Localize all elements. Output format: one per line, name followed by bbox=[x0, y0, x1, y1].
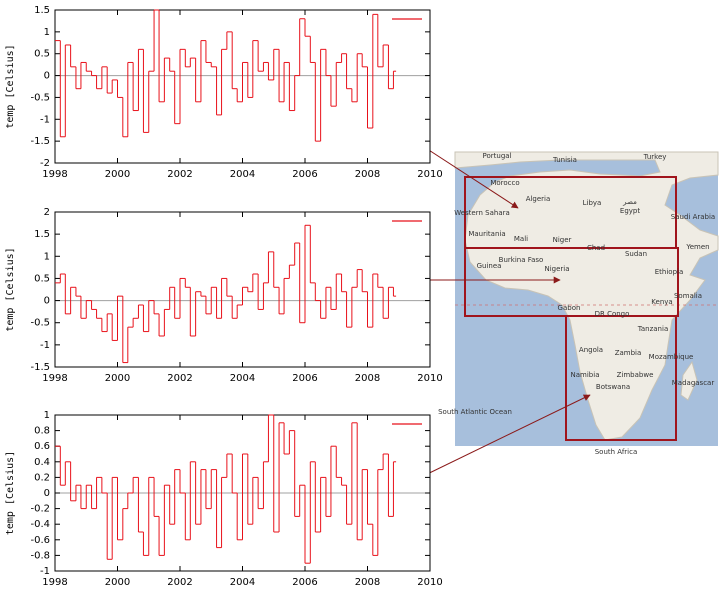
y-tick-label: -1.5 bbox=[30, 362, 50, 373]
map-label: Madagascar bbox=[672, 379, 715, 387]
x-tick-label: 2000 bbox=[105, 577, 130, 588]
x-tick-label: 2010 bbox=[417, 169, 442, 180]
map-label: Ethiopia bbox=[655, 268, 684, 276]
map-label: South Atlantic Ocean bbox=[438, 408, 512, 416]
y-tick-label: -0.5 bbox=[30, 318, 50, 329]
map-label: Kenya bbox=[651, 298, 672, 306]
x-tick-label: 2008 bbox=[355, 169, 380, 180]
map-label: Mauritania bbox=[468, 230, 505, 238]
x-tick-label: 2000 bbox=[105, 373, 130, 384]
x-tick-label: 2002 bbox=[167, 577, 192, 588]
map-label: Saudi Arabia bbox=[671, 213, 715, 221]
y-tick-label: 1 bbox=[44, 251, 50, 262]
y-axis-label: temp [Celsius] bbox=[5, 247, 16, 331]
x-tick-label: 2004 bbox=[230, 373, 255, 384]
madagascar-land bbox=[680, 360, 698, 401]
map-label: مصر bbox=[622, 198, 637, 206]
y-tick-label: 0.5 bbox=[34, 49, 50, 60]
x-tick-label: 1998 bbox=[42, 577, 67, 588]
map: Portugal Tunisia Turkey Morocco Algeria Libya… bbox=[438, 151, 719, 456]
chart: -1.5 -1 -0.5 0 0.5 1 1.5 2 1998 2000 2002 2004 2006 2… bbox=[5, 207, 443, 384]
map-label: Somalia bbox=[674, 292, 702, 300]
x-tick-label: 2008 bbox=[355, 577, 380, 588]
y-tick-label: -1.5 bbox=[30, 136, 50, 147]
y-axis-label: temp [Celsius] bbox=[5, 44, 16, 128]
map-label: Tunisia bbox=[552, 156, 577, 164]
x-tick-label: 2008 bbox=[355, 373, 380, 384]
map-label: Namibia bbox=[571, 371, 600, 379]
x-tick-label: 2006 bbox=[292, 373, 317, 384]
map-label: DR Congo bbox=[595, 310, 630, 318]
map-label: Mozambique bbox=[649, 353, 694, 361]
y-tick-label: 0.4 bbox=[34, 457, 50, 468]
y-tick-label: 0 bbox=[44, 488, 50, 499]
map-label: Turkey bbox=[643, 153, 667, 161]
y-tick-label: 1 bbox=[44, 410, 50, 421]
y-tick-label: -1 bbox=[40, 566, 50, 577]
map-label: Nigeria bbox=[544, 265, 569, 273]
map-label: Tanzania bbox=[637, 325, 668, 333]
x-tick-label: 2006 bbox=[292, 577, 317, 588]
map-label: Zimbabwe bbox=[617, 371, 654, 379]
y-tick-label: 1.5 bbox=[34, 229, 50, 240]
y-tick-label: 0.8 bbox=[34, 426, 50, 437]
y-axis-label: temp [Celsius] bbox=[5, 451, 16, 535]
map-label: Mali bbox=[514, 235, 528, 243]
region-box bbox=[565, 315, 677, 441]
x-tick-label: 2002 bbox=[167, 169, 192, 180]
map-label: Guinea bbox=[477, 262, 502, 270]
map-label: Botswana bbox=[596, 383, 630, 391]
y-tick-label: 0 bbox=[44, 296, 50, 307]
y-tick-label: -0.5 bbox=[30, 92, 50, 103]
map-label: South Africa bbox=[595, 448, 638, 456]
y-tick-label: -1 bbox=[40, 340, 50, 351]
map-label: Morocco bbox=[490, 179, 519, 187]
x-tick-label: 2004 bbox=[230, 577, 255, 588]
chart: -2 -1.5 -1 -0.5 0 0.5 1 1.5 1998 2000 2002 2004 2006… bbox=[5, 5, 443, 180]
y-tick-label: 0.2 bbox=[34, 472, 50, 483]
x-tick-label: 2010 bbox=[417, 373, 442, 384]
arrow bbox=[414, 394, 591, 481]
y-tick-label: -1 bbox=[40, 114, 50, 125]
chart: -1 -0.8 -0.6 -0.4 -0.2 0 0.2 0.4 0.6 0.8 1 1998 2000… bbox=[5, 410, 443, 588]
x-tick-label: 1998 bbox=[42, 373, 67, 384]
y-tick-label: -0.6 bbox=[30, 535, 50, 546]
y-tick-label: 1.5 bbox=[34, 5, 50, 16]
map-label: Yemen bbox=[685, 243, 709, 251]
y-tick-label: -0.8 bbox=[30, 550, 50, 561]
x-tick-label: 2010 bbox=[417, 577, 442, 588]
x-tick-label: 2000 bbox=[105, 169, 130, 180]
map-label: Sudan bbox=[625, 250, 647, 258]
map-label: Portugal bbox=[483, 152, 512, 160]
map-label: Burkina Faso bbox=[499, 256, 544, 264]
map-label: Chad bbox=[587, 244, 605, 252]
map-label: Algeria bbox=[526, 195, 551, 203]
y-tick-label: 0 bbox=[44, 71, 50, 82]
x-tick-label: 2006 bbox=[292, 169, 317, 180]
y-tick-label: 1 bbox=[44, 27, 50, 38]
x-tick-label: 1998 bbox=[42, 169, 67, 180]
map-label: Angola bbox=[579, 346, 603, 354]
map-label: Niger bbox=[553, 236, 572, 244]
map-label: Western Sahara bbox=[454, 209, 510, 217]
map-label: Zambia bbox=[615, 349, 642, 357]
y-tick-label: 0.6 bbox=[34, 441, 50, 452]
y-tick-label: 0.5 bbox=[34, 273, 50, 284]
map-label: Libya bbox=[583, 199, 602, 207]
y-tick-label: -0.4 bbox=[30, 519, 50, 530]
map-label: Gabon bbox=[558, 304, 581, 312]
y-tick-label: -2 bbox=[40, 158, 50, 169]
x-tick-label: 2002 bbox=[167, 373, 192, 384]
map-label: Egypt bbox=[620, 207, 640, 215]
y-tick-label: 2 bbox=[44, 207, 50, 218]
x-tick-label: 2004 bbox=[230, 169, 255, 180]
y-tick-label: -0.2 bbox=[30, 504, 50, 515]
